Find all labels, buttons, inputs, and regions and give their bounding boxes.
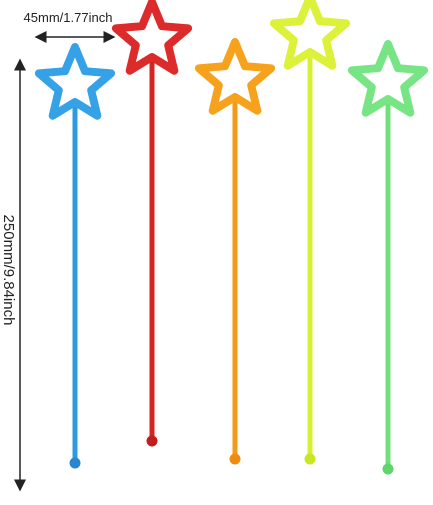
stirrer-orange [199, 42, 271, 465]
stirrer-yellow [274, 0, 346, 465]
stirrer-green [352, 44, 424, 475]
stirrer-red [116, 2, 188, 447]
length-label: 250mm/9.84inch [0, 215, 17, 326]
width-label: 45mm/1.77inch [24, 10, 113, 25]
stirrer-blue [39, 47, 111, 469]
